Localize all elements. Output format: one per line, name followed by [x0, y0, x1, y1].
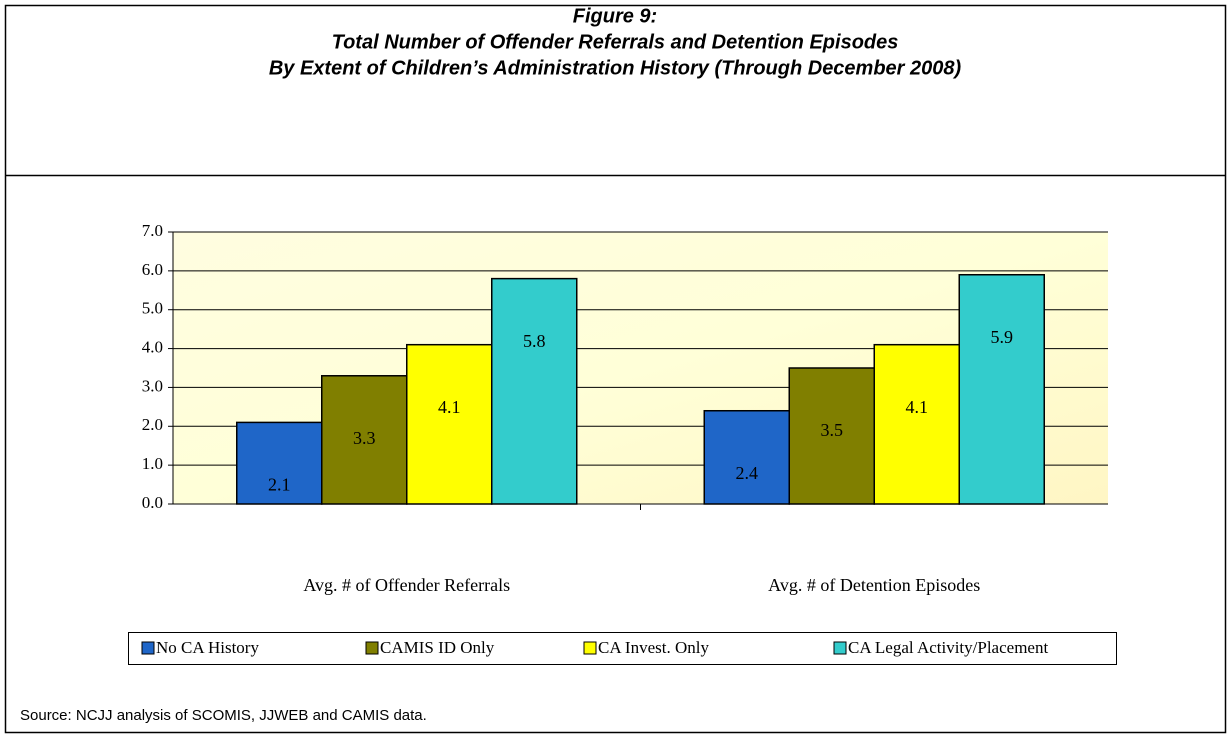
legend-swatch: [141, 641, 155, 655]
title-line: By Extent of Children’s Administration H…: [269, 57, 962, 79]
bar: [321, 375, 408, 505]
bar: [873, 343, 960, 505]
legend-swatch: [583, 641, 597, 655]
legend-label: CAMIS ID Only: [380, 638, 495, 657]
bar: [491, 277, 578, 505]
y-tick-label: 3.0: [142, 376, 163, 395]
legend-label: No CA History: [156, 638, 259, 657]
title-line: Figure 9:: [573, 5, 657, 27]
x-tick-label: Avg. # of Detention Episodes: [768, 575, 980, 595]
y-tick-label: 6.0: [142, 260, 163, 279]
y-tick-label: 7.0: [142, 221, 163, 240]
value-label: 4.1: [438, 397, 461, 417]
value-label: 3.5: [821, 420, 844, 440]
value-label: 5.9: [991, 327, 1014, 347]
y-tick-label: 5.0: [142, 299, 163, 318]
bar: [406, 343, 493, 505]
title-line: Total Number of Offender Referrals and D…: [332, 31, 899, 53]
legend-label: CA Invest. Only: [598, 638, 709, 657]
y-tick-label: 4.0: [142, 337, 163, 356]
legend-swatch: [365, 641, 379, 655]
value-label: 2.4: [736, 463, 759, 483]
y-tick-label: 1.0: [142, 454, 163, 473]
bar: [788, 367, 875, 505]
legend-label: CA Legal Activity/Placement: [848, 638, 1048, 657]
y-tick-label: 2.0: [142, 415, 163, 434]
x-tick-label: Avg. # of Offender Referrals: [303, 575, 510, 595]
value-label: 3.3: [353, 428, 376, 448]
y-tick-label: 0.0: [142, 493, 163, 512]
legend-swatch: [833, 641, 847, 655]
value-label: 2.1: [268, 475, 291, 495]
bar: [703, 409, 790, 505]
bar: [958, 273, 1045, 505]
value-label: 5.8: [523, 331, 546, 351]
legend: [128, 632, 1117, 665]
title: Figure 9: Total Number of Offender Refer…: [269, 5, 962, 79]
source: Source: NCJJ analysis of SCOMIS, JJWEB a…: [20, 707, 427, 724]
value-label: 4.1: [906, 397, 929, 417]
